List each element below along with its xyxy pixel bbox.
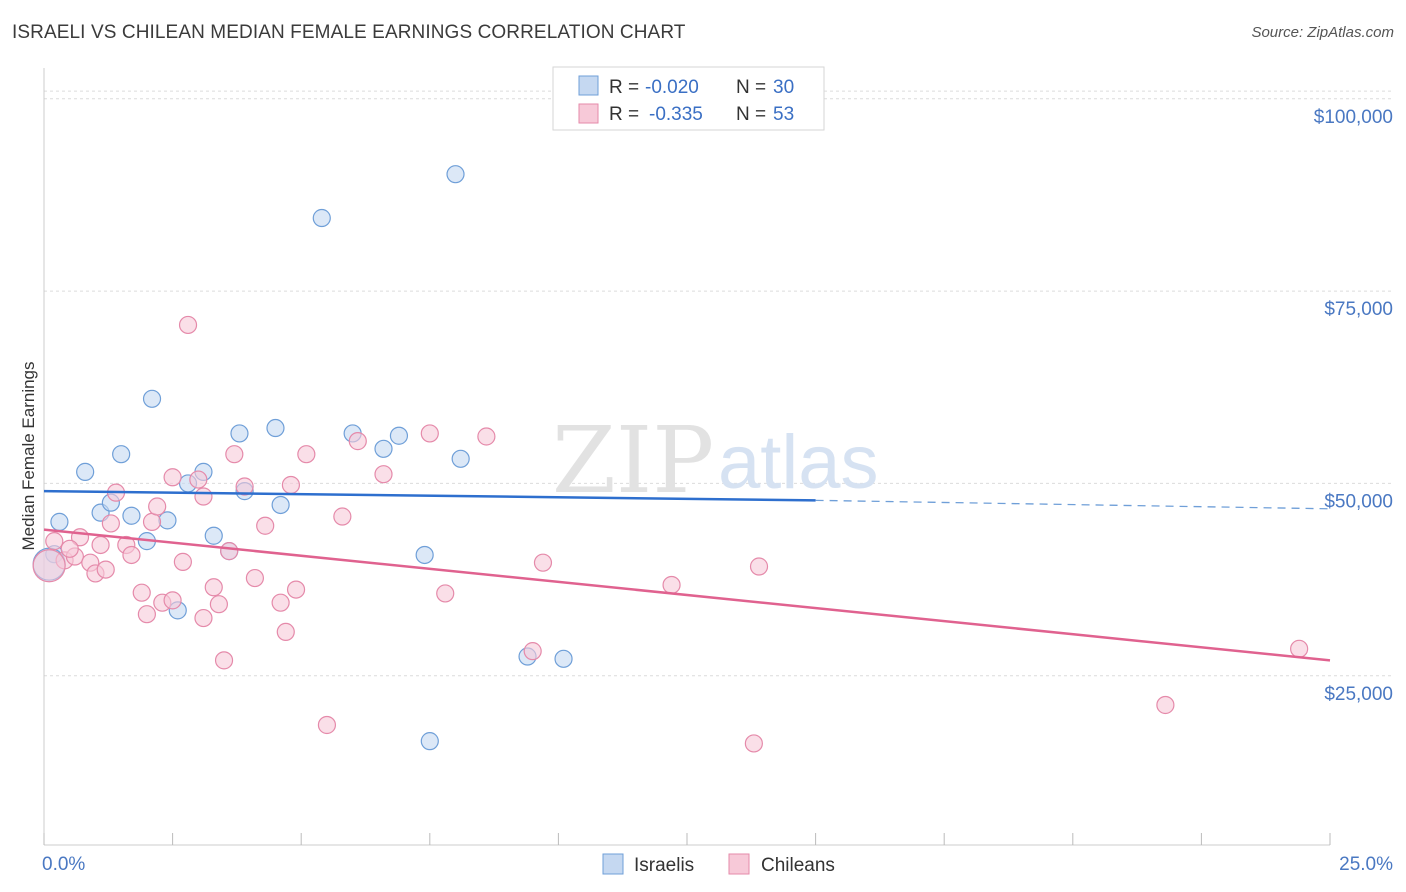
israeli-point-1 (50, 512, 69, 531)
chilean-point-23 (204, 578, 223, 597)
israeli-point-23 (415, 545, 434, 565)
x-tick-label-max: 25.0% (1339, 854, 1393, 875)
y-tick-labels: $100,000 $75,000 $50,000 $25,000 (1314, 107, 1393, 705)
chilean-point-30 (256, 516, 275, 535)
chilean-point-24 (209, 595, 228, 614)
chilean-point-28 (235, 477, 254, 496)
chilean-point-52 (60, 539, 79, 558)
chilean-point-40 (420, 424, 439, 443)
israeli-point-19 (312, 208, 331, 228)
chilean-trend-line (43, 528, 1331, 662)
y-tick-label-2: $50,000 (1324, 491, 1393, 512)
legend-r-value-israelis: -0.020 (645, 77, 699, 98)
watermark: ZIP atlas (552, 407, 879, 514)
chilean-point-33 (281, 475, 301, 495)
chilean-point-44 (533, 553, 553, 572)
y-axis-title: Median Female Earnings (19, 362, 38, 551)
legend-n-value-israelis: 30 (773, 77, 794, 98)
legend-n-value-chileans: 53 (773, 104, 794, 125)
israeli-point-25 (446, 165, 465, 184)
chilean-point-51 (91, 535, 110, 555)
legend-n-label-israelis: N = (736, 77, 766, 98)
israeli-point-28 (554, 649, 573, 668)
israeli-point-5 (112, 445, 131, 464)
chilean-point-39 (374, 465, 393, 484)
israeli-point-13 (204, 526, 223, 545)
chilean-point-19 (178, 315, 198, 335)
legend-r-label-israelis: R = (609, 77, 639, 98)
chilean-point-45 (662, 575, 681, 595)
israeli-point-2 (76, 462, 95, 481)
chilean-point-34 (286, 580, 306, 599)
chilean-point-32 (276, 622, 295, 642)
x-tick-label-min: 0.0% (42, 854, 85, 875)
israeli-point-22 (389, 426, 409, 445)
chilean-point-16 (163, 591, 182, 610)
chilean-point-48 (1156, 695, 1175, 715)
israeli-trend-line (43, 489, 816, 502)
chilean-point-50 (32, 549, 66, 583)
chilean-point-49 (1290, 639, 1309, 658)
legend-r-label-chileans: R = (609, 104, 639, 125)
israeli-trend-extension (815, 499, 1331, 510)
series-legend: Israelis Chileans (602, 853, 835, 876)
chilean-point-14 (148, 497, 167, 516)
chilean-point-21 (194, 608, 213, 628)
chilean-point-22 (194, 487, 213, 506)
chilean-point-7 (101, 514, 120, 533)
chilean-point-13 (142, 512, 162, 531)
chilean-point-26 (220, 542, 239, 561)
chilean-point-10 (122, 545, 141, 565)
legend-n-label-chileans: N = (736, 104, 766, 125)
chilean-point-29 (245, 568, 265, 588)
chilean-point-43 (523, 642, 542, 661)
legend-swatch-chileans (578, 103, 599, 124)
series-legend-swatch-chileans (728, 853, 750, 875)
chilean-point-6 (96, 560, 115, 579)
chilean-point-17 (163, 468, 182, 487)
watermark-zip: ZIP (552, 407, 714, 514)
trend-lines (43, 489, 1331, 662)
correlation-legend: R = -0.020 N = 30 R = -0.335 N = 53 (552, 66, 825, 131)
chilean-point-36 (317, 715, 337, 735)
chilean-point-31 (271, 593, 290, 612)
chilean-point-18 (173, 552, 192, 571)
series-legend-label-chileans: Chileans (761, 855, 835, 876)
gridlines (44, 90, 1394, 677)
y-tick-label-3: $25,000 (1324, 684, 1393, 705)
israeli-point-6 (122, 506, 141, 525)
israeli-point-15 (230, 424, 249, 443)
data-points (32, 165, 1309, 753)
chart-title: ISRAELI VS CHILEAN MEDIAN FEMALE EARNING… (12, 22, 686, 43)
israeli-point-18 (271, 495, 290, 515)
chilean-point-27 (225, 445, 244, 464)
series-legend-label-israelis: Israelis (634, 855, 694, 876)
israeli-point-21 (374, 439, 393, 458)
chilean-point-42 (477, 427, 496, 446)
israeli-point-17 (266, 418, 285, 438)
israeli-point-26 (451, 449, 470, 468)
legend-swatch-israelis (578, 75, 599, 96)
chilean-point-38 (348, 432, 367, 451)
series-legend-swatch-israelis (602, 853, 624, 875)
chilean-point-20 (189, 470, 208, 489)
chilean-point-46 (744, 734, 763, 753)
chilean-point-0 (45, 532, 64, 551)
watermark-atlas: atlas (718, 420, 879, 505)
y-tick-label-1: $75,000 (1324, 299, 1393, 320)
israeli-point-24 (420, 732, 439, 751)
legend-r-value-chileans: -0.335 (649, 104, 703, 125)
chilean-point-25 (214, 651, 234, 670)
x-ticks (43, 833, 1331, 845)
chilean-point-37 (333, 507, 352, 526)
chart-source: Source: ZipAtlas.com (1251, 24, 1394, 41)
chilean-point-11 (132, 583, 151, 602)
chilean-point-12 (137, 605, 156, 624)
y-tick-label-0: $100,000 (1314, 107, 1393, 128)
chilean-point-35 (297, 445, 316, 464)
israeli-point-8 (142, 389, 162, 408)
chilean-point-41 (436, 584, 455, 603)
chilean-point-47 (749, 557, 769, 576)
